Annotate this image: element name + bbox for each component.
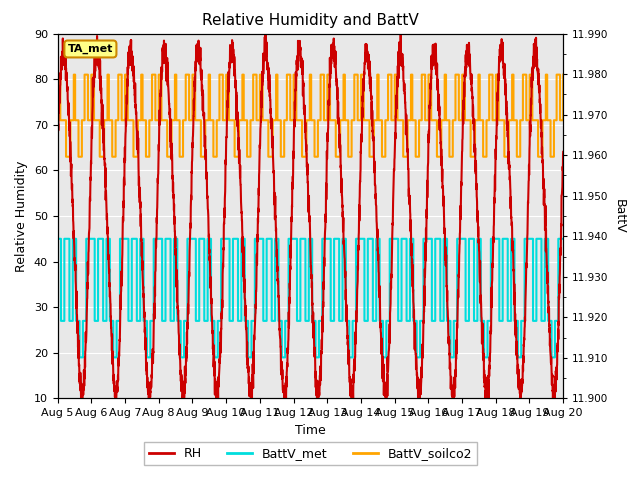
X-axis label: Time: Time (295, 424, 326, 437)
Y-axis label: Relative Humidity: Relative Humidity (15, 160, 28, 272)
Title: Relative Humidity and BattV: Relative Humidity and BattV (202, 13, 419, 28)
Text: TA_met: TA_met (68, 44, 113, 54)
Y-axis label: BattV: BattV (612, 199, 625, 233)
Legend: RH, BattV_met, BattV_soilco2: RH, BattV_met, BattV_soilco2 (144, 442, 477, 465)
